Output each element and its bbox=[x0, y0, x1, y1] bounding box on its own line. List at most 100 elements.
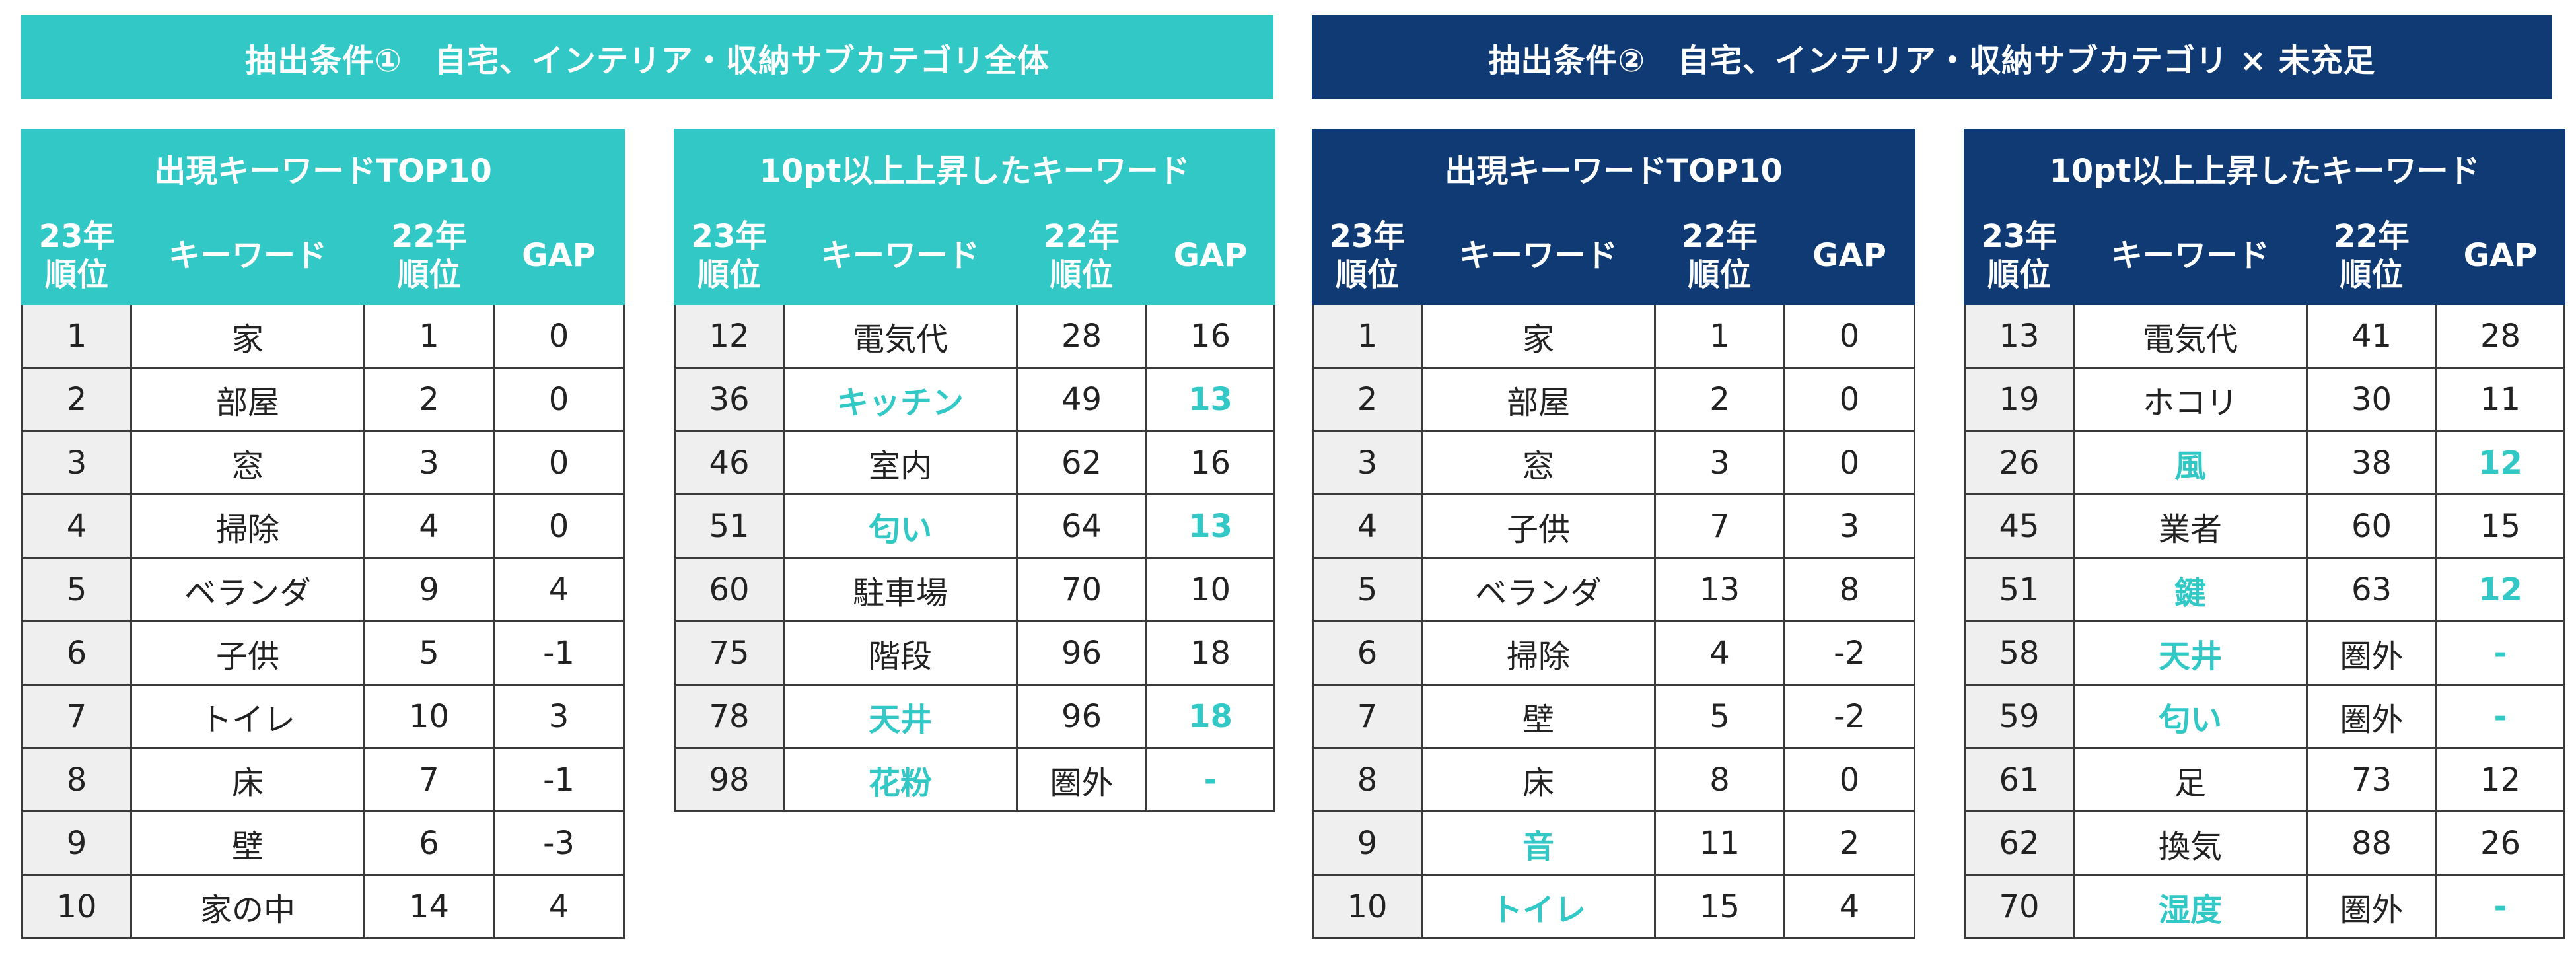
gap-cell: 13 bbox=[1145, 493, 1276, 559]
rank-2023-cell: 9 bbox=[21, 810, 132, 876]
rank-2022-cell: 7 bbox=[363, 747, 495, 812]
gap-cell: - bbox=[2435, 874, 2566, 939]
rank-2022-cell: 圏外 bbox=[2306, 874, 2437, 939]
table-row: 60 駐車場 70 10 bbox=[674, 557, 1276, 622]
rank-2022-cell: 88 bbox=[2306, 810, 2437, 876]
column-header-rank22: 22年 順位 bbox=[363, 205, 495, 305]
keyword-cell: 家の中 bbox=[130, 874, 365, 939]
rank-2022-cell: 60 bbox=[2306, 493, 2437, 559]
keyword-cell: トイレ bbox=[130, 684, 365, 749]
gap-cell: 16 bbox=[1145, 430, 1276, 495]
rank-2023-cell: 45 bbox=[1964, 493, 2075, 559]
gap-cell: -2 bbox=[1783, 684, 1916, 749]
keyword-cell: 壁 bbox=[1421, 684, 1656, 749]
rank-2023-cell: 10 bbox=[21, 874, 132, 939]
rank-2023-cell: 75 bbox=[674, 620, 785, 686]
gap-cell: -1 bbox=[492, 620, 626, 686]
gap-cell: 0 bbox=[492, 367, 626, 432]
rank-2023-cell: 7 bbox=[1312, 684, 1423, 749]
table-row: 98 花粉 圏外 - bbox=[674, 747, 1276, 812]
keyword-cell: 駐車場 bbox=[783, 557, 1018, 622]
table-row: 70 湿度 圏外 - bbox=[1964, 874, 2566, 939]
keyword-cell: トイレ bbox=[1421, 874, 1656, 939]
table-row: 5 ベランダ 13 8 bbox=[1312, 557, 1916, 622]
column-header-gap: GAP bbox=[492, 205, 626, 305]
keyword-cell: 部屋 bbox=[1421, 367, 1656, 432]
rank-2022-cell: 8 bbox=[1654, 747, 1785, 812]
rank-2022-cell: 5 bbox=[363, 620, 495, 686]
keyword-cell: 子供 bbox=[1421, 493, 1656, 559]
gap-cell: 4 bbox=[492, 557, 626, 622]
column-header-rank23: 23年 順位 bbox=[21, 205, 132, 305]
keyword-cell: 床 bbox=[130, 747, 365, 812]
keyword-cell: 掃除 bbox=[1421, 620, 1656, 686]
gap-cell: 4 bbox=[1783, 874, 1916, 939]
rank-2022-cell: 70 bbox=[1016, 557, 1147, 622]
keyword-cell: 匂い bbox=[2073, 684, 2308, 749]
rank-2023-cell: 26 bbox=[1964, 430, 2075, 495]
keyword-cell: 壁 bbox=[130, 810, 365, 876]
keyword-cell: キッチン bbox=[783, 367, 1018, 432]
rank-2023-cell: 10 bbox=[1312, 874, 1423, 939]
rank-2022-cell: 2 bbox=[1654, 367, 1785, 432]
rank-2023-cell: 2 bbox=[21, 367, 132, 432]
gap-cell: 13 bbox=[1145, 367, 1276, 432]
gap-cell: 3 bbox=[492, 684, 626, 749]
rank-2022-cell: 49 bbox=[1016, 367, 1147, 432]
column-header-rank22: 22年 順位 bbox=[1654, 205, 1785, 305]
gap-cell: 18 bbox=[1145, 620, 1276, 686]
table-caption: 10pt以上上昇したキーワード bbox=[673, 129, 1276, 207]
keyword-cell: ベランダ bbox=[130, 557, 365, 622]
gap-cell: 16 bbox=[1145, 303, 1276, 369]
table-row: 59 匂い 圏外 - bbox=[1964, 684, 2566, 749]
keyword-cell: 音 bbox=[1421, 810, 1656, 876]
column-header-keyword: キーワード bbox=[2073, 205, 2308, 305]
condition-1-rising-table: 10pt以上上昇したキーワード 23年 順位 キーワード 22年 順位 GAP 12 電気代… bbox=[673, 129, 1276, 812]
keyword-cell: 掃除 bbox=[130, 493, 365, 559]
rank-2023-cell: 1 bbox=[1312, 303, 1423, 369]
table-row: 4 掃除 4 0 bbox=[21, 493, 626, 559]
column-header-gap: GAP bbox=[1783, 205, 1916, 305]
table-row: 9 音 11 2 bbox=[1312, 810, 1916, 876]
rank-2023-cell: 7 bbox=[21, 684, 132, 749]
rank-2023-cell: 46 bbox=[674, 430, 785, 495]
table-caption: 出現キーワードTOP10 bbox=[20, 129, 626, 207]
keyword-cell: 鍵 bbox=[2073, 557, 2308, 622]
keyword-cell: 窓 bbox=[130, 430, 365, 495]
keyword-cell: 天井 bbox=[2073, 620, 2308, 686]
rank-2023-cell: 2 bbox=[1312, 367, 1423, 432]
rank-2022-cell: 10 bbox=[363, 684, 495, 749]
column-header-rank23: 23年 順位 bbox=[674, 205, 785, 305]
keyword-cell: 換気 bbox=[2073, 810, 2308, 876]
rank-2023-cell: 70 bbox=[1964, 874, 2075, 939]
keyword-cell: 窓 bbox=[1421, 430, 1656, 495]
rank-2022-cell: 4 bbox=[363, 493, 495, 559]
condition-2-banner: 抽出条件② 自宅、インテリア・収納サブカテゴリ × 未充足 bbox=[1312, 15, 2552, 99]
table-row: 10 トイレ 15 4 bbox=[1312, 874, 1916, 939]
keyword-cell: 階段 bbox=[783, 620, 1018, 686]
gap-cell: 0 bbox=[492, 303, 626, 369]
rank-2022-cell: 3 bbox=[363, 430, 495, 495]
keyword-cell: 天井 bbox=[783, 684, 1018, 749]
rank-2022-cell: 6 bbox=[363, 810, 495, 876]
keyword-cell: 風 bbox=[2073, 430, 2308, 495]
gap-cell: - bbox=[2435, 620, 2566, 686]
column-header-keyword: キーワード bbox=[130, 205, 365, 305]
table-row: 8 床 7 -1 bbox=[21, 747, 626, 812]
gap-cell: 12 bbox=[2435, 430, 2566, 495]
gap-cell: 0 bbox=[1783, 303, 1916, 369]
gap-cell: 0 bbox=[492, 430, 626, 495]
rank-2022-cell: 63 bbox=[2306, 557, 2437, 622]
column-header-gap: GAP bbox=[2435, 205, 2566, 305]
rank-2022-cell: 11 bbox=[1654, 810, 1785, 876]
rank-2023-cell: 62 bbox=[1964, 810, 2075, 876]
keyword-cell: ベランダ bbox=[1421, 557, 1656, 622]
gap-cell: 12 bbox=[2435, 557, 2566, 622]
rank-2022-cell: 1 bbox=[363, 303, 495, 369]
table-row: 5 ベランダ 9 4 bbox=[21, 557, 626, 622]
table-caption: 10pt以上上昇したキーワード bbox=[1963, 129, 2566, 207]
gap-cell: 2 bbox=[1783, 810, 1916, 876]
table-row: 2 部屋 2 0 bbox=[21, 367, 626, 432]
